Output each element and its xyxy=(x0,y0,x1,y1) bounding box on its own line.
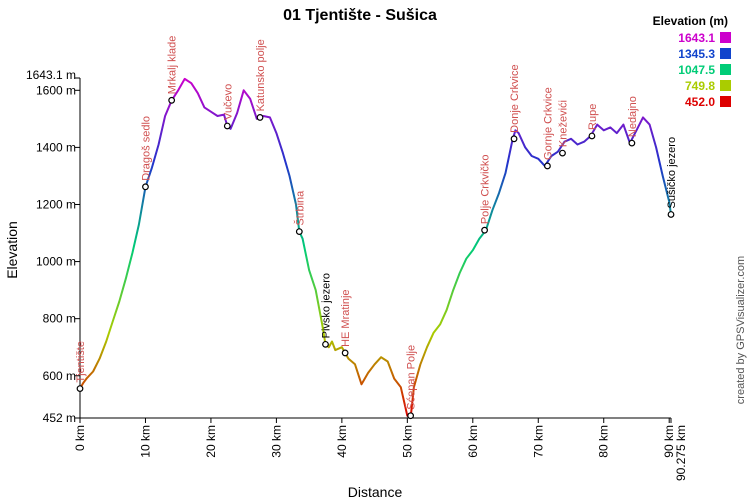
x-tick-label: 70 km xyxy=(531,425,545,458)
y-tick-label: 1400 m xyxy=(36,140,76,154)
waypoint-marker xyxy=(322,340,329,348)
legend-swatch xyxy=(720,64,731,75)
waypoint-marker xyxy=(168,96,176,104)
y-axis-title: Elevation xyxy=(4,221,20,279)
legend-entry-label: 452.0 xyxy=(685,95,715,109)
waypoint-label: Pivsko jezero xyxy=(320,273,332,338)
waypoint-marker xyxy=(142,183,149,191)
waypoint-label: Donje Crkvice xyxy=(509,64,521,132)
waypoint-label: Dragoš sedlo xyxy=(140,116,152,181)
waypoint-marker xyxy=(481,226,488,234)
x-tick-label: 50 km xyxy=(400,425,414,458)
legend-title: Elevation (m) xyxy=(653,14,728,28)
x-tick-label: 90.275 km xyxy=(674,425,688,481)
legend-entry-label: 1643.1 xyxy=(678,31,715,45)
y-tick-label: 1200 m xyxy=(36,197,76,211)
chart-title: 01 Tjentište - Sušica xyxy=(283,7,437,24)
y-tick-label: 600 m xyxy=(43,369,76,383)
y-tick-label: 1000 m xyxy=(36,255,76,269)
waypoint-marker xyxy=(559,149,566,157)
waypoint-label: Mrkalj klade xyxy=(167,36,179,95)
waypoint-marker xyxy=(628,139,636,147)
waypoint-marker xyxy=(407,412,415,420)
waypoint-label: Kneževići xyxy=(557,100,569,147)
credit-text: created by GPSVisualizer.com xyxy=(735,256,747,404)
waypoint-label: Tjentište xyxy=(75,341,87,383)
y-tick-label: 1600 m xyxy=(36,83,76,97)
waypoint-marker xyxy=(256,114,264,121)
legend-swatch xyxy=(720,80,731,91)
legend-swatch xyxy=(720,32,731,43)
waypoint-label: Štrbina xyxy=(293,190,306,226)
y-tick-label: 800 m xyxy=(43,312,76,326)
legend-swatch xyxy=(720,96,731,107)
legend: Elevation (m) 1643.1 1345.3 1047.5 749.8 452… xyxy=(653,14,731,109)
legend-entry-label: 1047.5 xyxy=(678,63,715,77)
waypoint-label: Šćepan Polje xyxy=(405,345,418,410)
waypoint-label: Katunsko polje xyxy=(255,39,267,111)
legend-entry-label: 749.8 xyxy=(685,79,715,93)
x-tick-label: 10 km xyxy=(138,425,152,458)
waypoint-label: Rupe xyxy=(587,104,599,130)
waypoint-marker xyxy=(510,135,518,143)
x-tick-label: 60 km xyxy=(466,425,480,458)
waypoint-label: HE Mratinje xyxy=(340,289,352,346)
waypoint-marker xyxy=(588,132,596,140)
waypoint-marker xyxy=(667,211,675,218)
waypoint-marker xyxy=(295,228,303,236)
x-tick-label: 40 km xyxy=(335,425,349,458)
legend-swatch xyxy=(720,48,731,59)
x-tick-label: 30 km xyxy=(269,425,283,458)
x-tick-label: 80 km xyxy=(597,425,611,458)
waypoint-label: Nedajno xyxy=(627,96,639,137)
waypoint-label: Gornje Crkvice xyxy=(542,87,554,160)
waypoint-label: Vučevo xyxy=(222,84,234,120)
x-axis-title: Distance xyxy=(348,484,403,500)
x-tick-label: 20 km xyxy=(204,425,218,458)
waypoint-marker xyxy=(76,385,84,392)
waypoint-marker xyxy=(223,122,231,130)
y-tick-label: 452 m xyxy=(43,411,76,425)
waypoint-label: Polje Crkvičko xyxy=(480,154,492,224)
waypoint-label: Sušičko jezero xyxy=(666,137,678,209)
waypoint-marker xyxy=(341,349,349,357)
x-tick-label: 0 km xyxy=(73,425,87,451)
x-tick-label: 90 km xyxy=(662,425,676,458)
legend-entry-label: 1345.3 xyxy=(678,47,715,61)
elevation-profile-line xyxy=(79,77,672,419)
waypoint-marker xyxy=(544,162,551,170)
y-tick-label: 1643.1 m xyxy=(26,68,76,82)
